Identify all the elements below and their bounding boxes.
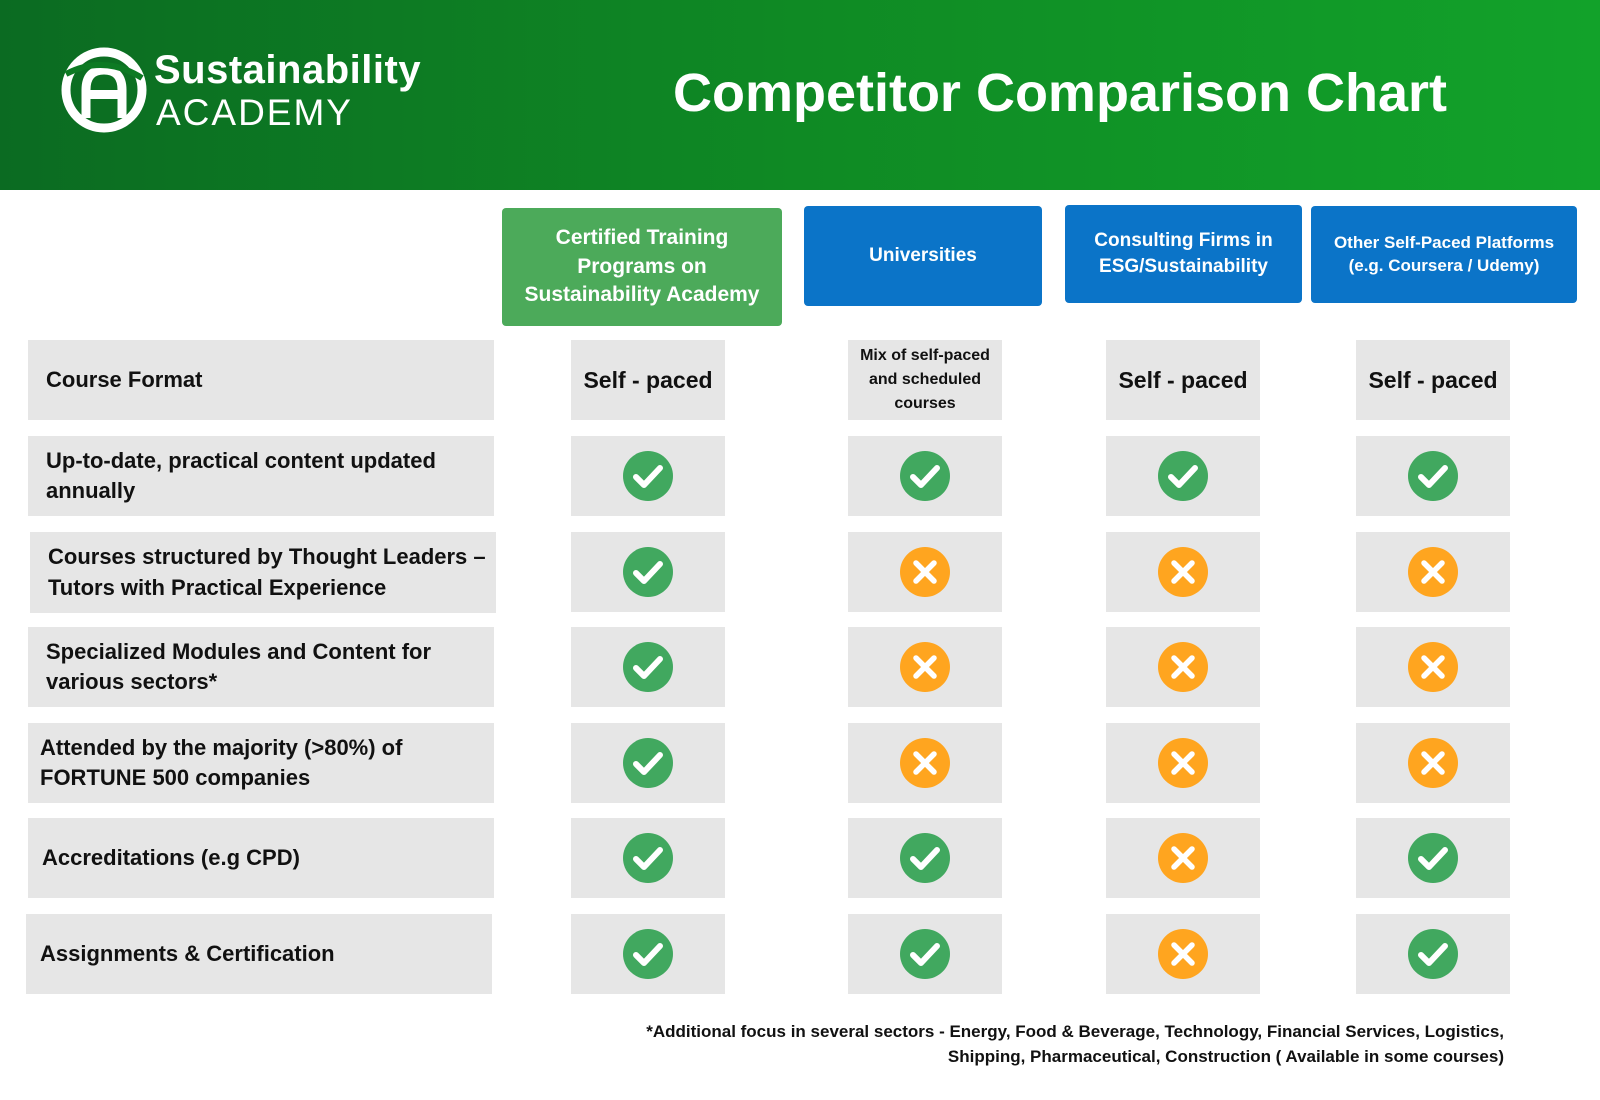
cell-row1-col1: Self - paced (571, 340, 725, 420)
cross-circle-icon (1158, 833, 1208, 883)
cross-circle-icon (900, 547, 950, 597)
cell-row3-col1 (571, 532, 725, 612)
check-circle-icon (623, 833, 673, 883)
check-circle-icon (1408, 929, 1458, 979)
check-circle-icon (623, 929, 673, 979)
cell-row7-col1 (571, 914, 725, 994)
footnote: *Additional focus in several sectors - E… (646, 1022, 1504, 1066)
check-circle-icon (623, 451, 673, 501)
cell-text: Mix of self-paced and scheduled courses (860, 347, 990, 412)
cell-row4-col4 (1356, 627, 1510, 707)
cross-circle-icon (1408, 738, 1458, 788)
check-circle-icon (1408, 833, 1458, 883)
cell-row1-col4: Self - paced (1356, 340, 1510, 420)
sustainability-academy-logo-icon (61, 47, 147, 133)
check-circle-icon (623, 547, 673, 597)
cross-circle-icon (900, 738, 950, 788)
check-circle-icon (900, 833, 950, 883)
column-header-universities: Universities (804, 206, 1042, 306)
cell-row6-col3 (1106, 818, 1260, 898)
row-label-up-to-date-content: Up-to-date, practical content updated an… (28, 436, 494, 516)
row-label-thought-leaders: Courses structured by Thought Leaders – … (30, 532, 496, 613)
row-label-assignments: Assignments & Certification (26, 914, 492, 994)
check-circle-icon (900, 929, 950, 979)
cell-row5-col2 (848, 723, 1002, 803)
cell-row6-col4 (1356, 818, 1510, 898)
cell-row2-col2 (848, 436, 1002, 516)
check-circle-icon (623, 642, 673, 692)
cell-row1-col2: Mix of self-paced and scheduled courses (848, 340, 1002, 420)
cross-circle-icon (1158, 547, 1208, 597)
cell-row4-col3 (1106, 627, 1260, 707)
column-header-other-platforms: Other Self-Paced Platforms (e.g. Courser… (1311, 206, 1577, 303)
cell-text: Self - paced (1118, 366, 1248, 393)
cell-row2-col4 (1356, 436, 1510, 516)
row-label-specialized-modules: Specialized Modules and Content for vari… (28, 627, 494, 707)
logo: Sustainability ACADEMY (58, 44, 458, 144)
column-header-consulting-firms: Consulting Firms in ESG/Sustainability (1065, 205, 1302, 303)
cell-row5-col1 (571, 723, 725, 803)
row-label-accreditations: Accreditations (e.g CPD) (28, 818, 494, 898)
check-circle-icon (623, 738, 673, 788)
cell-row3-col4 (1356, 532, 1510, 612)
cross-circle-icon (1408, 642, 1458, 692)
cell-text: Self - paced (1368, 366, 1498, 393)
cell-row1-col3: Self - paced (1106, 340, 1260, 420)
cross-circle-icon (900, 642, 950, 692)
cell-row7-col4 (1356, 914, 1510, 994)
cell-row7-col3 (1106, 914, 1260, 994)
cell-row5-col4 (1356, 723, 1510, 803)
logo-subtitle: ACADEMY (156, 92, 353, 133)
cell-row5-col3 (1106, 723, 1260, 803)
logo-title: Sustainability (154, 48, 422, 92)
cell-row2-col3 (1106, 436, 1260, 516)
check-circle-icon (1158, 451, 1208, 501)
cross-circle-icon (1158, 738, 1208, 788)
cross-circle-icon (1408, 547, 1458, 597)
cell-row7-col2 (848, 914, 1002, 994)
row-label-fortune-500: Attended by the majority (>80%) of FORTU… (28, 723, 494, 803)
check-circle-icon (1408, 451, 1458, 501)
column-header-sustainability-academy: Certified Training Programs on Sustainab… (502, 208, 782, 326)
cell-row2-col1 (571, 436, 725, 516)
cross-circle-icon (1158, 929, 1208, 979)
cell-row4-col2 (848, 627, 1002, 707)
cell-text: Self - paced (583, 366, 713, 393)
check-circle-icon (900, 451, 950, 501)
cell-row6-col1 (571, 818, 725, 898)
row-label-course-format: Course Format (28, 340, 494, 420)
cell-row6-col2 (848, 818, 1002, 898)
cell-row3-col3 (1106, 532, 1260, 612)
page-title: Competitor Comparison Chart (672, 63, 1448, 123)
cell-row4-col1 (571, 627, 725, 707)
header-banner: Sustainability ACADEMY Competitor Compar… (0, 0, 1600, 190)
cross-circle-icon (1158, 642, 1208, 692)
cell-row3-col2 (848, 532, 1002, 612)
